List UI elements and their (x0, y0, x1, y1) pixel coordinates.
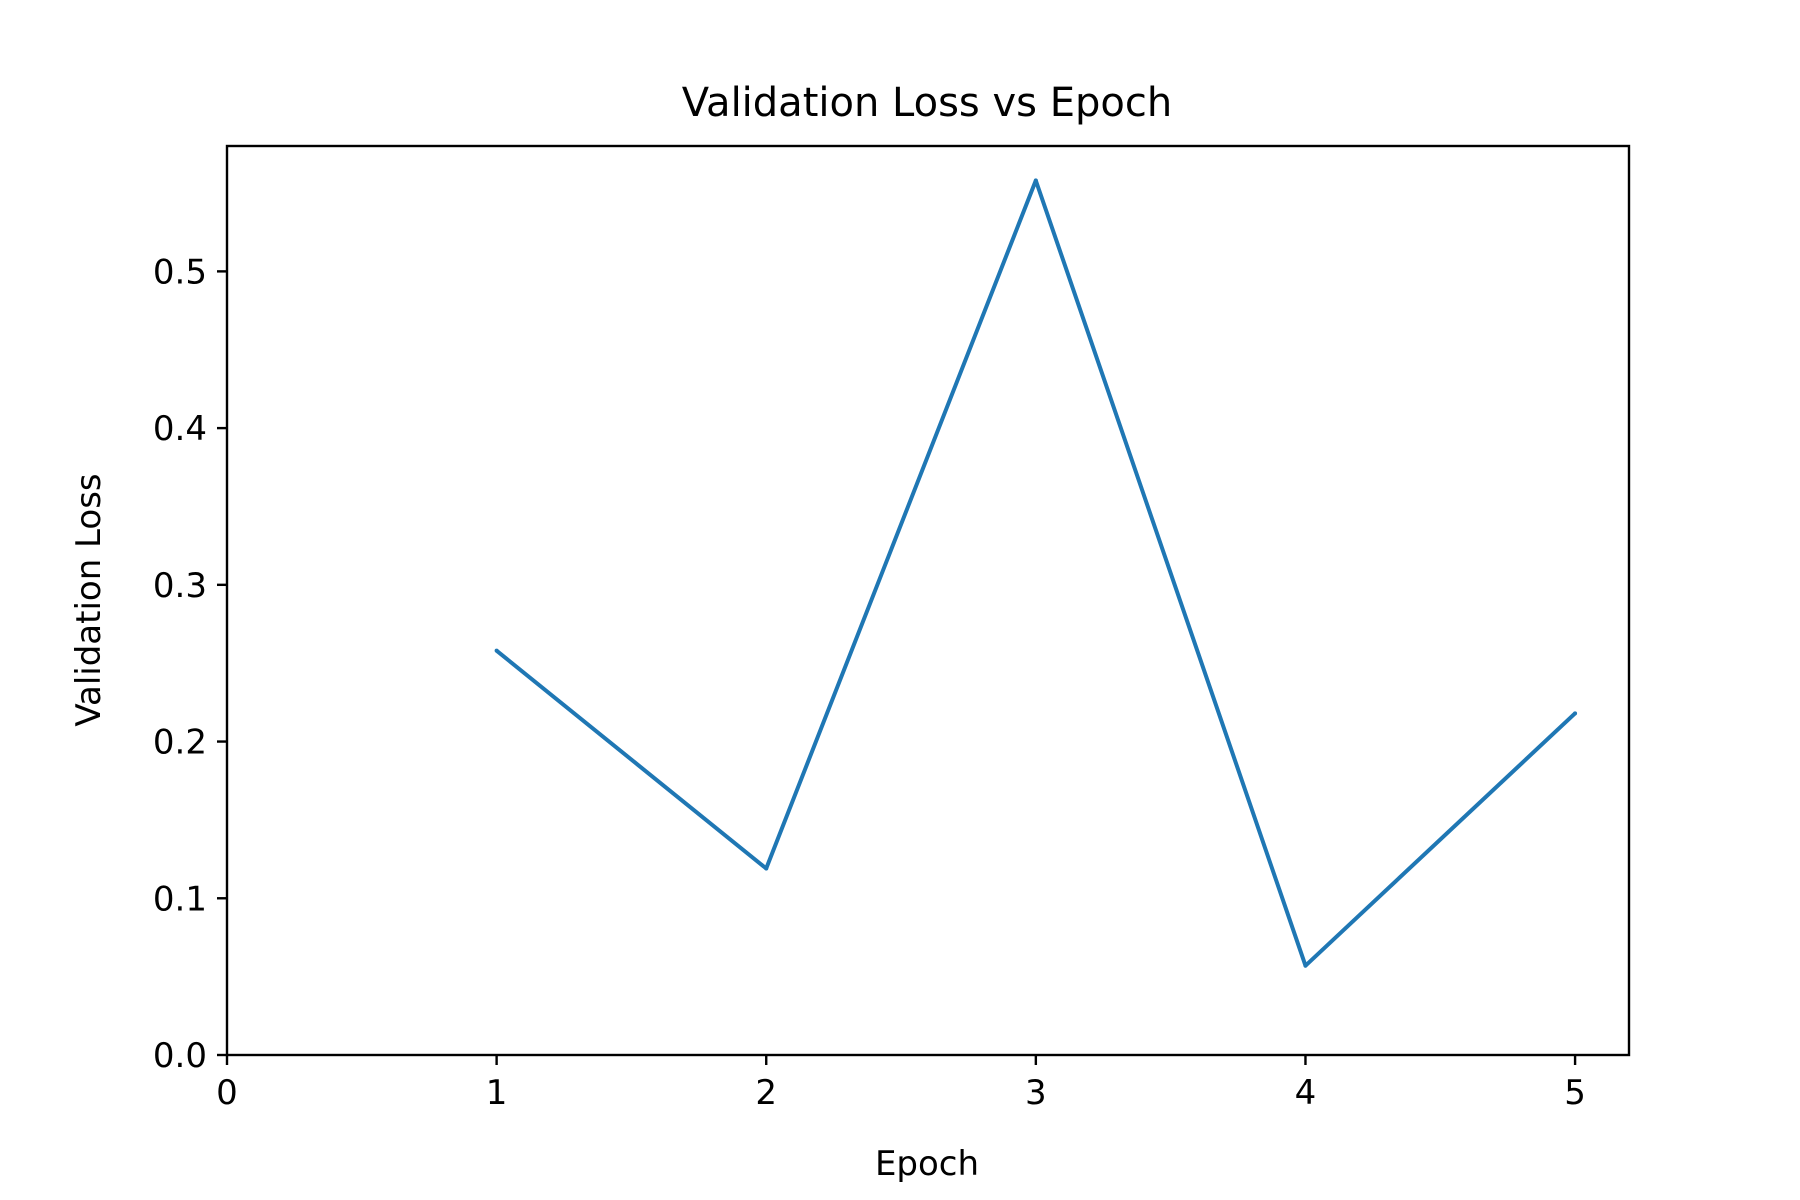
x-tick-label: 1 (486, 1073, 508, 1113)
x-tick-label: 3 (1025, 1073, 1047, 1113)
data-point (764, 866, 769, 871)
y-tick-label: 0.0 (153, 1036, 207, 1076)
x-tick-label: 5 (1564, 1073, 1586, 1113)
data-point (1573, 711, 1578, 716)
data-point (494, 648, 499, 653)
x-tick-label: 2 (755, 1073, 777, 1113)
x-axis-label: Epoch (875, 1144, 979, 1184)
x-tick-label: 4 (1295, 1073, 1317, 1113)
y-tick-label: 0.5 (153, 252, 207, 292)
x-tick-label: 0 (216, 1073, 238, 1113)
y-axis-ticks: 0.0 0.1 0.2 0.3 0.4 0.5 (153, 252, 227, 1076)
y-tick-label: 0.2 (153, 723, 207, 763)
y-tick-label: 0.3 (153, 566, 207, 606)
series-group (494, 178, 1578, 968)
y-tick-label: 0.1 (153, 879, 207, 919)
data-point (1303, 963, 1308, 968)
data-point (1033, 178, 1038, 183)
series-line (495, 178, 1577, 968)
chart-title: Validation Loss vs Epoch (682, 80, 1172, 126)
y-tick-label: 0.4 (153, 409, 207, 449)
plot-frame (225, 144, 1631, 1057)
y-axis-label: Validation Loss (69, 473, 109, 726)
x-axis-ticks: 0 1 2 3 4 5 (216, 1055, 1586, 1113)
